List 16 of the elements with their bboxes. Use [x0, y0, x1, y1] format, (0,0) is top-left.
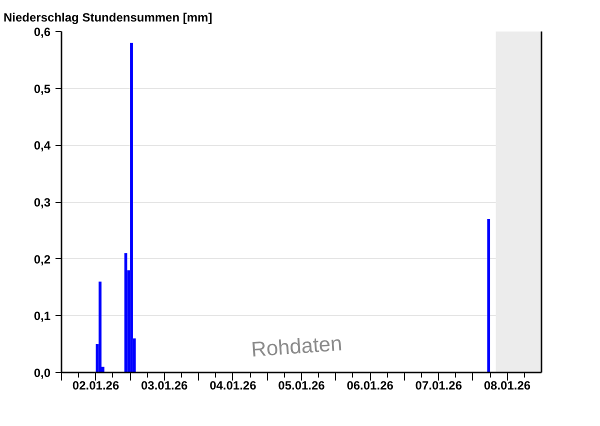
- annotation: Rohdaten: [250, 332, 343, 362]
- y-tick-label: 0,4: [34, 138, 51, 153]
- y-tick-label: 0,3: [34, 196, 51, 210]
- x-tick-label: 05.01.26: [278, 378, 326, 392]
- y-tick-label: 0,5: [34, 82, 51, 96]
- y-tick-label: 0,2: [34, 252, 51, 266]
- y-tick-label: 0,1: [34, 309, 51, 324]
- chart-title: Niederschlag Stundensummen [mm]: [4, 10, 212, 24]
- x-tick-label: 04.01.26: [210, 378, 257, 392]
- x-tick-label: 08.01.26: [484, 378, 531, 392]
- x-tick-label: 07.01.26: [415, 378, 462, 392]
- x-tick-label: 02.01.26: [72, 378, 120, 392]
- x-tick-label: 06.01.26: [346, 378, 394, 392]
- y-tick-label: 0,0: [34, 366, 51, 380]
- y-tick-label: 0,6: [34, 25, 51, 39]
- x-tick-label: 03.01.26: [141, 378, 188, 392]
